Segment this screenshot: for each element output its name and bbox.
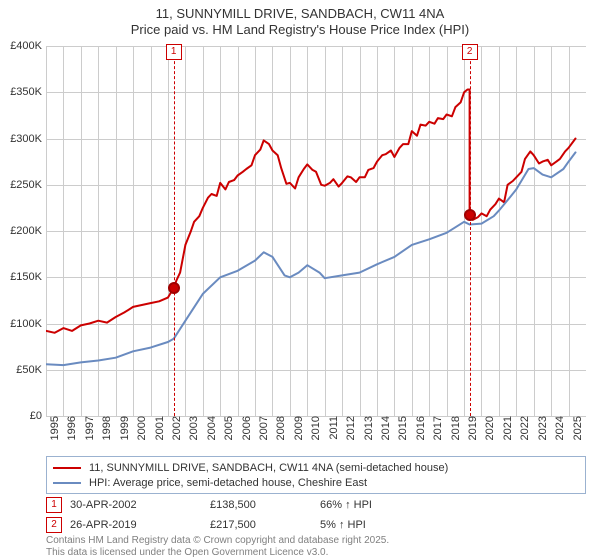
event-line [470, 46, 471, 416]
legend-label: 11, SUNNYMILL DRIVE, SANDBACH, CW11 4NA … [89, 462, 448, 474]
x-axis-label: 1998 [98, 416, 113, 440]
x-axis-label: 2014 [377, 416, 392, 440]
event-row: 2 26-APR-2019£217,5005% ↑ HPI [46, 515, 586, 535]
y-axis-label: £300K [10, 133, 42, 145]
x-axis-label: 2006 [238, 416, 253, 440]
x-axis-label: 2022 [516, 416, 531, 440]
legend-label: HPI: Average price, semi-detached house,… [89, 477, 367, 489]
event-line [174, 46, 175, 416]
events-table: 1 30-APR-2002£138,50066% ↑ HPI 2 26-APR-201… [46, 495, 586, 535]
event-delta: 5% ↑ HPI [320, 519, 586, 531]
x-axis-label: 2012 [342, 416, 357, 440]
event-marker [464, 209, 476, 221]
x-axis-label: 2007 [255, 416, 270, 440]
x-axis-label: 2011 [325, 416, 340, 440]
x-axis-label: 1999 [116, 416, 131, 440]
x-axis-label: 2015 [394, 416, 409, 440]
y-axis-label: £0 [30, 410, 42, 422]
event-date: 26-APR-2019 [70, 519, 210, 531]
legend-swatch [53, 467, 81, 469]
footer-line-1: Contains HM Land Registry data © Crown c… [46, 535, 586, 547]
x-axis-label: 2001 [151, 416, 166, 440]
x-axis-label: 2003 [185, 416, 200, 440]
legend-item: HPI: Average price, semi-detached house,… [53, 475, 579, 490]
y-axis-label: £200K [10, 225, 42, 237]
y-axis-label: £250K [10, 179, 42, 191]
y-axis-label: £100K [10, 318, 42, 330]
footer-line-2: This data is licensed under the Open Gov… [46, 547, 586, 559]
event-price: £138,500 [210, 499, 320, 511]
x-axis-label: 1997 [81, 416, 96, 440]
y-axis-label: £350K [10, 86, 42, 98]
series-svg [46, 46, 586, 416]
event-marker [168, 282, 180, 294]
event-delta: 66% ↑ HPI [320, 499, 586, 511]
legend-item: 11, SUNNYMILL DRIVE, SANDBACH, CW11 4NA … [53, 460, 579, 475]
x-axis-label: 2005 [220, 416, 235, 440]
x-axis-label: 2025 [569, 416, 584, 440]
x-axis-label: 2023 [534, 416, 549, 440]
chart-plot-area: £0£50K£100K£150K£200K£250K£300K£350K£400… [46, 46, 586, 416]
title-line-2: Price paid vs. HM Land Registry's House … [0, 22, 600, 38]
legend-box: 11, SUNNYMILL DRIVE, SANDBACH, CW11 4NA … [46, 456, 586, 494]
series-property [46, 90, 576, 333]
event-price: £217,500 [210, 519, 320, 531]
event-chip: 2 [462, 44, 478, 60]
event-row: 1 30-APR-2002£138,50066% ↑ HPI [46, 495, 586, 515]
y-axis-label: £400K [10, 40, 42, 52]
x-axis-label: 2000 [133, 416, 148, 440]
x-axis-label: 2008 [272, 416, 287, 440]
x-axis-label: 2009 [290, 416, 305, 440]
x-axis-label: 1996 [63, 416, 78, 440]
legend-swatch [53, 482, 81, 484]
x-axis-label: 2013 [360, 416, 375, 440]
event-chip: 1 [166, 44, 182, 60]
x-axis-label: 2004 [203, 416, 218, 440]
event-row-chip: 2 [46, 517, 62, 533]
y-axis-label: £150K [10, 271, 42, 283]
x-axis-label: 2024 [551, 416, 566, 440]
x-axis-label: 2010 [307, 416, 322, 440]
x-axis-label: 2020 [481, 416, 496, 440]
event-row-chip: 1 [46, 497, 62, 513]
x-axis-label: 2002 [168, 416, 183, 440]
series-hpi [46, 152, 576, 365]
x-axis-label: 1995 [46, 416, 61, 440]
footer-attribution: Contains HM Land Registry data © Crown c… [46, 535, 586, 558]
x-axis-label: 2021 [499, 416, 514, 440]
x-axis-label: 2017 [429, 416, 444, 440]
chart-container: 11, SUNNYMILL DRIVE, SANDBACH, CW11 4NA … [0, 0, 600, 560]
x-axis-label: 2019 [464, 416, 479, 440]
x-axis-label: 2018 [447, 416, 462, 440]
chart-title-block: 11, SUNNYMILL DRIVE, SANDBACH, CW11 4NA … [0, 0, 600, 39]
x-axis-label: 2016 [412, 416, 427, 440]
title-line-1: 11, SUNNYMILL DRIVE, SANDBACH, CW11 4NA [0, 6, 600, 22]
event-date: 30-APR-2002 [70, 499, 210, 511]
y-axis-label: £50K [16, 364, 42, 376]
